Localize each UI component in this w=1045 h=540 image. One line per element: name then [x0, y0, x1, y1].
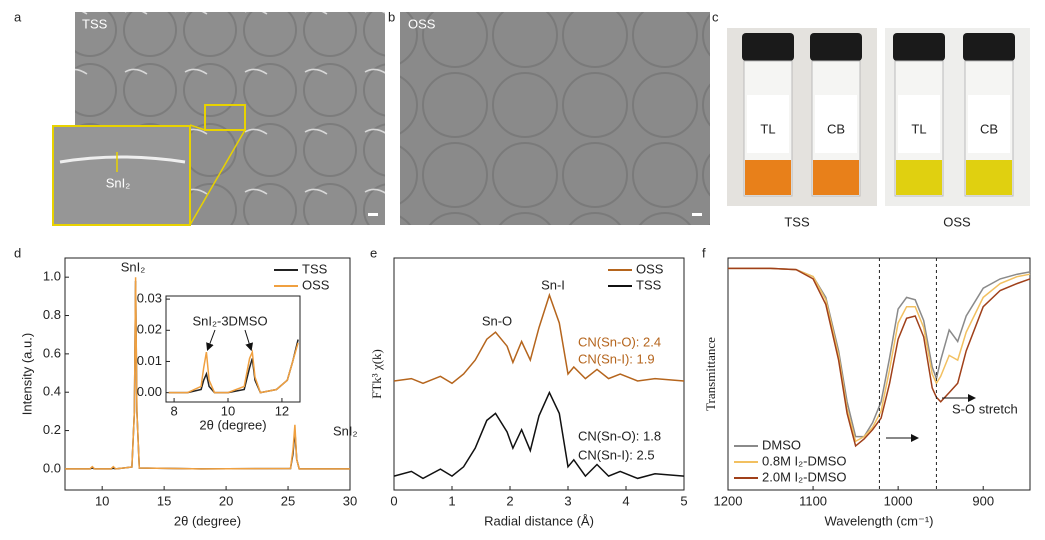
inset-image	[52, 125, 191, 226]
legend-label: DMSO	[762, 437, 801, 452]
vial-liquid	[745, 160, 791, 195]
y-tick-label: 0.2	[43, 422, 61, 437]
x-tick-label: 1	[448, 493, 455, 508]
vial-cap	[963, 33, 1015, 61]
x-axis-label: 2θ (degree)	[174, 513, 241, 528]
x-tick-label: 2	[506, 493, 513, 508]
x-tick-label: 3	[564, 493, 571, 508]
annotation: CN(Sn-I): 2.5	[578, 447, 655, 462]
vial-sticker	[747, 95, 789, 153]
series-line	[168, 342, 299, 394]
vial-liquid	[966, 160, 1012, 195]
zoom-line	[189, 129, 246, 226]
photo-caption: OSS	[943, 214, 971, 229]
panel-label: f	[702, 245, 706, 260]
x-tick-label: 12	[275, 403, 289, 418]
inset-x-label: 2θ (degree)	[199, 417, 266, 432]
legend-label: 0.8M I₂-DMSO	[762, 453, 847, 468]
legend-label: TSS	[302, 261, 328, 276]
vial-cap	[810, 33, 862, 61]
panel-label: d	[14, 245, 21, 260]
x-tick-label: 15	[157, 493, 171, 508]
legend-label: OSS	[636, 261, 664, 276]
vial-label: TL	[911, 121, 926, 136]
annotation: S-O stretch	[952, 401, 1018, 416]
x-tick-label: 25	[281, 493, 295, 508]
vial-liquid	[896, 160, 942, 195]
x-axis-label: Radial distance (Å)	[484, 513, 594, 528]
series-line	[65, 277, 350, 470]
vial-label: TL	[760, 121, 775, 136]
series-line	[393, 390, 685, 480]
vial-sticker	[968, 95, 1010, 153]
y-tick-label: 0.03	[137, 291, 162, 306]
annotation: CN(Sn-O): 2.4	[578, 334, 661, 349]
x-tick-label: 5	[680, 493, 687, 508]
x-tick-label: 30	[343, 493, 357, 508]
panel-label: b	[388, 9, 395, 24]
y-tick-label: 0.0	[43, 460, 61, 475]
y-tick-label: 0.01	[137, 353, 162, 368]
y-tick-label: 0.6	[43, 345, 61, 360]
vial-sticker	[815, 95, 857, 153]
scale-bar	[368, 213, 378, 216]
vial-label: CB	[827, 121, 845, 136]
annotation: SnI₂	[333, 423, 358, 438]
vial-cap	[742, 33, 794, 61]
x-tick-label: 20	[219, 493, 233, 508]
x-tick-label: 4	[622, 493, 629, 508]
plot-frame	[393, 257, 685, 491]
image-tag: OSS	[408, 16, 436, 31]
photo-caption: TSS	[784, 214, 810, 229]
sem-image	[400, 12, 710, 225]
panel-label: a	[14, 9, 22, 24]
y-tick-label: 0.8	[43, 307, 61, 322]
zoom-line	[189, 124, 206, 131]
y-axis-label: FTk³ χ(k)	[369, 349, 384, 399]
series-line	[393, 292, 685, 385]
y-axis-label: Transmittance	[703, 337, 718, 411]
vial-label: CB	[980, 121, 998, 136]
zoom-box	[204, 104, 246, 131]
legend-label: OSS	[302, 277, 330, 292]
vial-cap	[893, 33, 945, 61]
x-tick-label: 8	[170, 403, 177, 418]
y-tick-label: 0.00	[137, 384, 162, 399]
x-tick-label: 10	[221, 403, 235, 418]
inset-annotation: SnI₂-3DMSO	[192, 313, 267, 328]
x-tick-label: 1000	[884, 493, 913, 508]
annotation: Sn-I	[541, 277, 565, 292]
legend-label: TSS	[636, 277, 662, 292]
x-tick-label: 10	[95, 493, 109, 508]
legend-label: 2.0M I₂-DMSO	[762, 469, 847, 484]
crystal	[59, 155, 186, 164]
panel-label: e	[370, 245, 377, 260]
x-tick-label: 0	[390, 493, 397, 508]
x-tick-label: 1100	[799, 493, 827, 508]
annotation: CN(Sn-O): 1.8	[578, 428, 661, 443]
plot-frame	[165, 295, 301, 403]
series-line	[728, 267, 1031, 448]
panel-label: c	[712, 9, 719, 24]
annotation: CN(Sn-I): 1.9	[578, 351, 655, 366]
vial-liquid	[813, 160, 859, 195]
y-tick-label: 1.0	[43, 269, 61, 284]
y-tick-label: 0.4	[43, 384, 61, 399]
annotation: SnI₂	[121, 259, 146, 274]
vial-sticker	[898, 95, 940, 153]
x-tick-label: 900	[972, 493, 994, 508]
arrow	[244, 329, 254, 352]
y-tick-label: 0.02	[137, 322, 162, 337]
series-line	[728, 267, 1031, 443]
scale-bar	[692, 213, 702, 216]
arrow	[206, 329, 216, 352]
x-axis-label: Wavelength (cm⁻¹)	[825, 513, 934, 528]
image-tag: TSS	[82, 16, 108, 31]
inset-label: SnI₂	[106, 175, 131, 190]
x-tick-label: 1200	[714, 493, 743, 508]
annotation: Sn-O	[482, 313, 512, 328]
y-axis-label: Intensity (a.u.)	[19, 333, 34, 415]
